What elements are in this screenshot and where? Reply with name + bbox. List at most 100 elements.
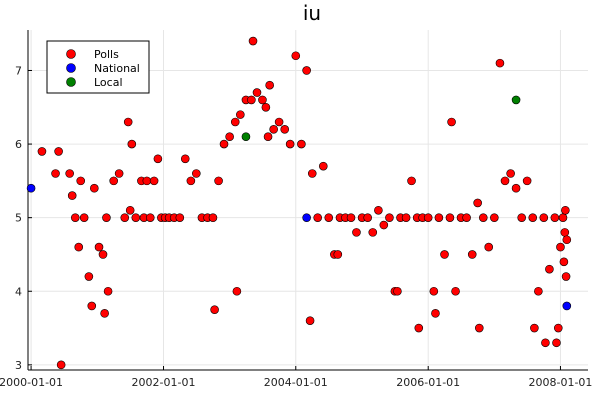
point-polls [109, 176, 118, 186]
point-polls [517, 213, 526, 222]
point-polls [474, 323, 484, 333]
y-tick-label: 6 [15, 138, 22, 151]
point-polls [462, 213, 471, 222]
point-polls [429, 286, 439, 296]
legend-marker-national [66, 63, 76, 73]
point-polls [333, 250, 343, 259]
point-polls [54, 147, 63, 156]
point-polls [236, 110, 245, 119]
y-tick-label: 3 [15, 359, 22, 372]
point-polls [550, 213, 560, 222]
point-polls [280, 125, 290, 134]
point-polls [445, 213, 455, 222]
point-polls [87, 301, 97, 311]
point-polls [84, 272, 94, 281]
legend-label-local: Local [94, 76, 123, 89]
point-polls [385, 213, 394, 222]
point-local [241, 132, 251, 142]
point-polls [102, 213, 111, 222]
point-polls [123, 117, 133, 127]
axes: 3 4 5 6 7 2000-01-01 2002-01-01 2004-01-01 2006-… [0, 30, 592, 389]
point-polls [65, 169, 74, 178]
point-local [511, 95, 521, 105]
point-national [302, 213, 311, 222]
point-polls [522, 176, 532, 186]
point-polls [319, 161, 328, 171]
point-polls [379, 220, 389, 230]
point-polls [484, 242, 494, 252]
point-polls [324, 213, 334, 222]
point-polls [562, 235, 572, 245]
legend-label-national: National [94, 62, 140, 75]
point-polls [545, 264, 554, 274]
point-polls [414, 323, 424, 333]
point-polls [120, 213, 130, 222]
point-polls [352, 228, 361, 237]
point-polls [98, 250, 108, 259]
point-polls [297, 139, 306, 149]
point-polls [90, 183, 99, 193]
point-polls [561, 206, 570, 215]
point-polls [37, 147, 47, 156]
point-polls [149, 176, 159, 186]
point-polls [561, 272, 571, 281]
point-polls [511, 183, 521, 193]
point-polls [440, 250, 449, 259]
point-polls [219, 139, 229, 149]
point-polls [214, 176, 223, 186]
point-polls [248, 36, 258, 46]
y-tick-label: 4 [15, 285, 22, 298]
point-polls [142, 176, 152, 186]
point-polls [180, 154, 190, 164]
point-polls [558, 213, 568, 222]
point-polls [478, 213, 488, 222]
point-polls [447, 117, 456, 127]
point-polls [374, 206, 383, 215]
chart-title: iu [303, 1, 321, 25]
point-polls [131, 213, 141, 222]
point-polls [307, 169, 317, 178]
point-polls [560, 228, 570, 237]
point-polls [500, 176, 510, 186]
point-polls [127, 139, 137, 149]
point-polls [51, 169, 60, 178]
data-points [26, 36, 572, 370]
point-polls [541, 338, 550, 348]
y-tick-label: 7 [15, 64, 22, 77]
point-polls [556, 242, 565, 252]
point-polls [530, 323, 539, 333]
legend-marker-polls [66, 49, 76, 59]
y-tick-label: 5 [15, 212, 22, 225]
point-polls [192, 169, 201, 178]
point-polls [247, 95, 256, 105]
legend-box [46, 40, 150, 94]
point-polls [252, 88, 262, 97]
legend-label-polls: Polls [94, 48, 119, 61]
point-polls [210, 305, 219, 314]
point-polls [74, 242, 84, 252]
point-polls [291, 51, 301, 61]
x-tick-label: 2000-01-01 [0, 376, 63, 389]
point-polls [70, 213, 80, 222]
point-polls [94, 242, 104, 252]
x-tick-label: 2008-01-01 [528, 376, 592, 389]
point-polls [186, 176, 196, 186]
point-polls [495, 58, 505, 68]
point-polls [407, 176, 416, 186]
point-polls [145, 213, 155, 222]
x-tick-label: 2006-01-01 [396, 376, 460, 389]
point-polls [263, 132, 273, 142]
x-tick-label: 2004-01-01 [264, 376, 328, 389]
point-polls [230, 117, 240, 127]
point-polls [368, 228, 378, 237]
point-national [562, 301, 572, 311]
point-polls [302, 66, 311, 75]
point-polls [269, 125, 278, 134]
point-polls [232, 286, 242, 296]
point-polls [552, 338, 561, 348]
point-polls [208, 213, 218, 222]
point-polls [346, 213, 356, 222]
point-polls [559, 257, 569, 267]
point-polls [258, 95, 267, 105]
